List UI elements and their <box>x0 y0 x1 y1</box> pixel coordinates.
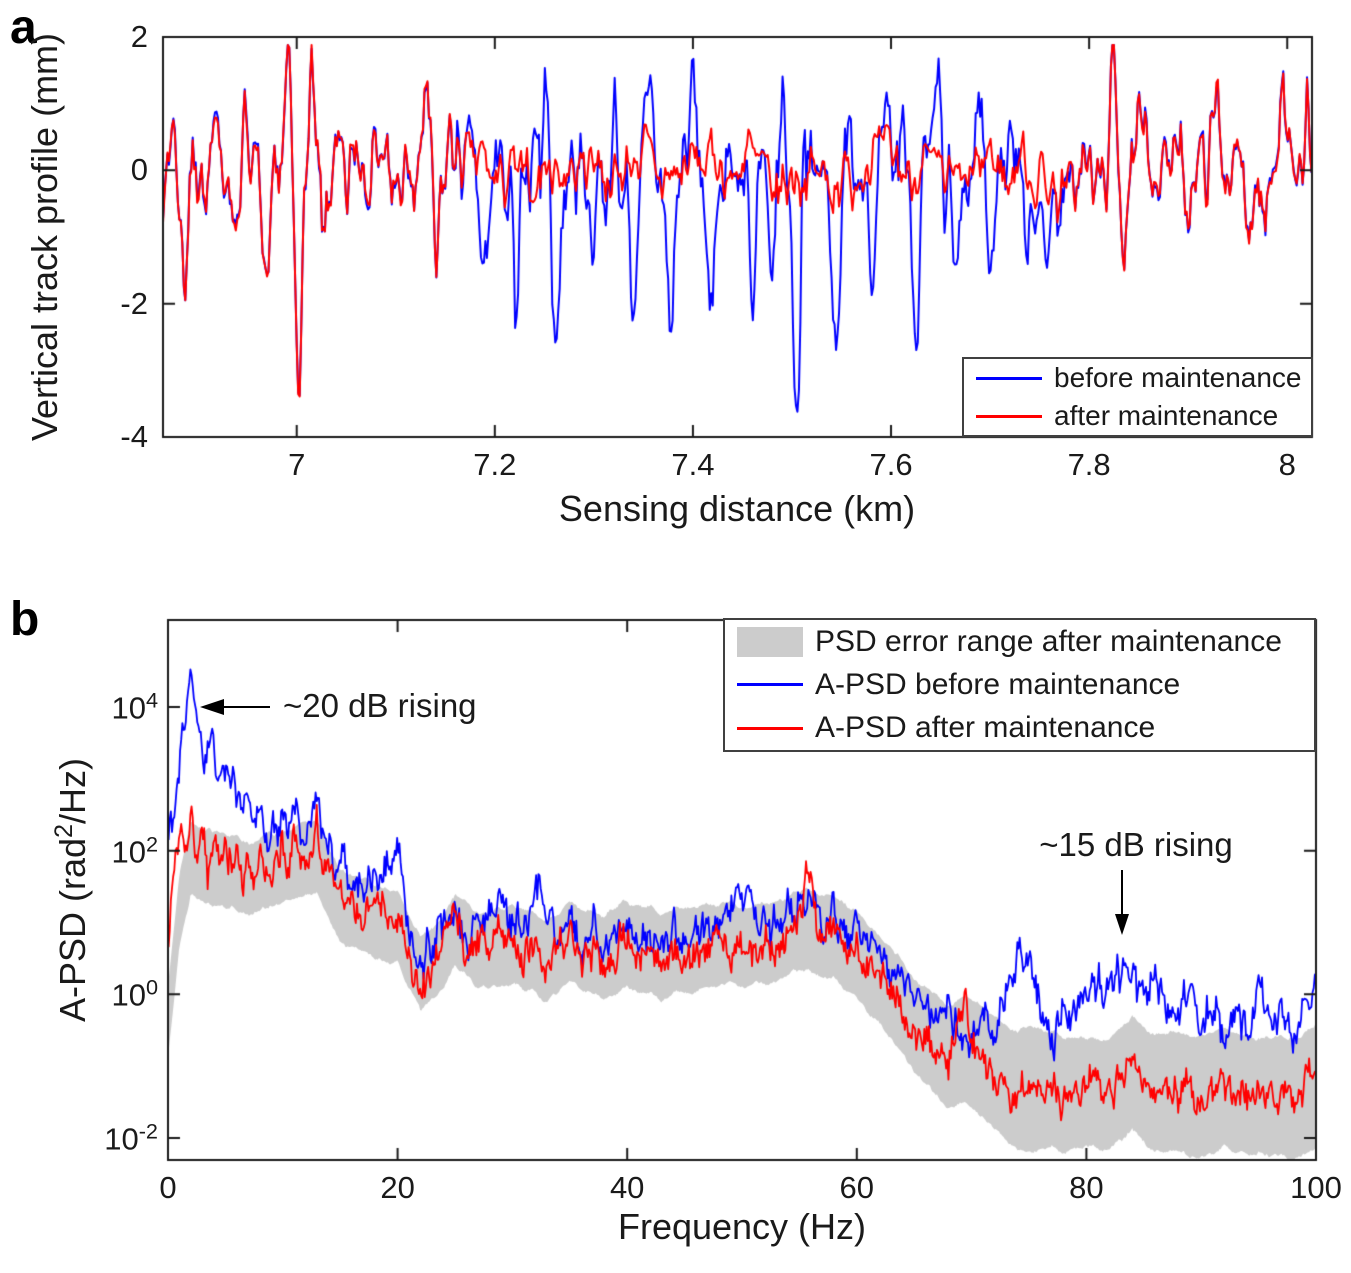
panel-a-x-tick-label: 8 <box>1278 447 1296 482</box>
panel-a-legend: before maintenance after maintenance <box>962 357 1313 437</box>
panel-b-x-tick-label: 0 <box>159 1170 177 1205</box>
legend-item-psd-error-range: PSD error range after maintenance <box>725 625 1314 659</box>
legend-label: A-PSD before maintenance <box>815 667 1181 701</box>
legend-item-after-maintenance: after maintenance <box>964 400 1311 432</box>
blue-line-swatch <box>737 683 803 687</box>
annotation-20db-rising: ~20 dB rising <box>283 687 477 724</box>
legend-item-before-maintenance: before maintenance <box>964 362 1311 394</box>
panel-a-y-axis-label: Vertical track profile (mm) <box>24 32 65 442</box>
legend-item-apsd-after: A-PSD after maintenance <box>725 711 1314 745</box>
panel-b-y-tick-label: 104 <box>111 687 158 726</box>
panel-b-x-tick-label: 40 <box>609 1170 645 1205</box>
panel-a-y-tick-label: -2 <box>120 285 148 321</box>
down-arrow-icon <box>1115 870 1129 935</box>
panel-a-letter: a <box>10 1 37 54</box>
gray-patch-swatch <box>737 626 803 657</box>
panel-b-x-tick-label: 80 <box>1069 1170 1104 1205</box>
legend-label: PSD error range after maintenance <box>815 624 1282 658</box>
panel-a-x-axis-label: Sensing distance (km) <box>558 488 916 529</box>
panel-a-x-tick-label: 7.8 <box>1067 447 1111 482</box>
panel-a-y-tick-label: -4 <box>120 419 148 454</box>
panel-b-y-tick-label: 102 <box>111 830 158 870</box>
annotation-15db-rising: ~15 dB rising <box>1039 826 1233 863</box>
panel-a-y-tick-label: 0 <box>130 152 148 188</box>
panel-b-y-tick-label: 100 <box>111 974 158 1014</box>
panel-a-x-tick-label: 7.2 <box>473 447 517 482</box>
legend-label: A-PSD after maintenance <box>815 711 1156 745</box>
panel-a-x-tick-label: 7.4 <box>671 447 715 482</box>
panel-b-x-tick-label: 100 <box>1290 1170 1342 1205</box>
panel-a-y-tick-label: 2 <box>130 19 148 54</box>
red-line-swatch <box>976 414 1042 418</box>
panel-a-x-tick-label: 7 <box>288 447 306 482</box>
panel-b-legend: PSD error range after maintenance A-PSD … <box>723 618 1316 752</box>
panel-b-x-axis-label: Frequency (Hz) <box>617 1206 867 1247</box>
legend-item-apsd-before: A-PSD before maintenance <box>725 668 1314 702</box>
panel-b-ylabel-post: /Hz) <box>52 757 93 824</box>
panel-a-x-tick-label: 7.6 <box>869 447 913 482</box>
panel-b-y-tick-label: 10-2 <box>104 1118 158 1157</box>
legend-label: before maintenance <box>1054 362 1302 393</box>
red-line-swatch <box>737 726 803 730</box>
panel-b-letter: b <box>10 593 40 646</box>
legend-label: after maintenance <box>1054 400 1279 431</box>
left-arrow-icon <box>200 699 270 715</box>
blue-line-swatch <box>976 376 1042 380</box>
panel-b-x-tick-label: 20 <box>380 1170 415 1205</box>
panel-b-x-tick-label: 60 <box>839 1170 875 1205</box>
